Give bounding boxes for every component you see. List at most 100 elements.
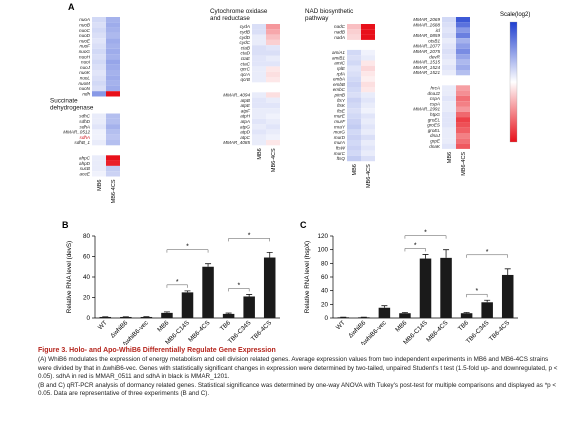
heatmap-cell bbox=[361, 129, 375, 135]
heatmap-cell bbox=[347, 87, 361, 93]
gene-label: embB bbox=[333, 82, 345, 87]
gene-label: pimB bbox=[334, 93, 345, 98]
bar bbox=[243, 296, 255, 318]
error-bar bbox=[463, 312, 470, 314]
gene-label: rplE bbox=[337, 66, 346, 71]
heatmap-cell bbox=[347, 150, 361, 156]
gene-label: dnaJ2 bbox=[427, 91, 440, 96]
heatmap-cell bbox=[347, 140, 361, 146]
gene-label: hrcA bbox=[431, 86, 440, 91]
gene-label: sdhC bbox=[79, 114, 90, 119]
heatmap-cell bbox=[266, 29, 280, 35]
heatmap-cell bbox=[266, 140, 280, 146]
column-label: MB6-4CS bbox=[461, 152, 467, 176]
heatmap-cell bbox=[106, 129, 120, 135]
heatmap-cell bbox=[442, 32, 456, 39]
significance-bracket bbox=[166, 249, 209, 253]
heatmap-cell bbox=[266, 124, 280, 130]
gene-label: embC bbox=[333, 87, 346, 92]
y-tick-label: 100 bbox=[317, 247, 328, 254]
gene-label: nuoJ bbox=[80, 65, 91, 70]
gene-label: MMAR_2688 bbox=[413, 23, 440, 28]
heatmap-cell bbox=[442, 48, 456, 55]
heatmap-cell bbox=[106, 59, 120, 65]
gene-label: groEL bbox=[428, 128, 441, 133]
heatmap-cell bbox=[361, 113, 375, 119]
y-axis-label: Relative RNA level (devS) bbox=[66, 241, 73, 313]
bar bbox=[202, 266, 214, 318]
gene-label: atpH bbox=[240, 114, 250, 119]
x-tick-label: MB6-4CS bbox=[425, 319, 449, 343]
x-tick-label: TB6-4CS bbox=[250, 319, 273, 342]
heatmap-cell bbox=[92, 32, 106, 39]
heatmap-cell bbox=[347, 108, 361, 114]
heatmap-cell bbox=[106, 165, 120, 172]
heatmap-cell bbox=[252, 24, 266, 30]
heatmap-cell bbox=[252, 140, 266, 146]
colorbar bbox=[509, 21, 518, 143]
heatmap-cell bbox=[266, 134, 280, 140]
y-tick-label: 20 bbox=[83, 295, 91, 302]
heatmap-cell bbox=[92, 27, 106, 33]
heatmap-cell bbox=[361, 92, 375, 98]
gene-label: ftsK bbox=[337, 103, 346, 108]
gene-label: qcrC bbox=[240, 67, 250, 72]
heatmap-cell bbox=[252, 66, 266, 72]
heatmap-cell bbox=[92, 80, 106, 86]
gene-label: nuoI bbox=[81, 60, 91, 65]
gene-label: nuoC bbox=[79, 28, 91, 33]
heatmap-cell bbox=[347, 97, 361, 103]
heatmap-cell bbox=[347, 55, 361, 61]
significance-bracket bbox=[404, 248, 426, 252]
bar bbox=[99, 316, 112, 318]
gene-label: sdhA bbox=[80, 135, 90, 140]
heatmap-cell bbox=[442, 101, 456, 107]
heatmap-cell bbox=[92, 43, 106, 49]
gene-label: nuoK bbox=[79, 70, 91, 75]
gene-label: nuoF bbox=[80, 44, 92, 49]
column-label: MB6 bbox=[352, 164, 358, 175]
gene-label: MMAR_0512 bbox=[63, 130, 90, 135]
gene-label: devR bbox=[429, 54, 440, 59]
column-label: MB6-4CS bbox=[366, 164, 372, 188]
heatmap-cell bbox=[92, 134, 106, 140]
heatmap-cell bbox=[92, 160, 106, 166]
y-tick-label: 40 bbox=[321, 288, 329, 295]
bar bbox=[161, 312, 173, 318]
heatmap-cell bbox=[456, 27, 470, 33]
x-tick-label: TB6-4CS bbox=[488, 319, 511, 342]
heatmap-cell bbox=[456, 143, 470, 149]
heatmap-cell bbox=[442, 17, 456, 23]
heatmap-cell bbox=[106, 171, 120, 177]
heatmap-cell bbox=[106, 22, 120, 28]
significance-bracket bbox=[466, 293, 488, 298]
heatmap-cell bbox=[442, 43, 456, 49]
heatmap-cell bbox=[456, 17, 470, 23]
gene-label: murF bbox=[334, 119, 346, 124]
column-label: MB6 bbox=[447, 152, 453, 163]
heatmap-cell bbox=[92, 129, 106, 135]
gene-label: nuoN bbox=[79, 86, 91, 91]
heatmap-cell bbox=[252, 134, 266, 140]
y-tick-label: 60 bbox=[83, 254, 91, 261]
significance-bracket bbox=[166, 284, 188, 288]
significance-bracket bbox=[404, 235, 447, 239]
gene-label: qcrA bbox=[241, 72, 250, 77]
heatmap-cell bbox=[361, 49, 375, 56]
significance-label: * bbox=[424, 230, 427, 237]
column-label: MB6-4CS bbox=[111, 179, 117, 203]
heatmap-cell bbox=[106, 70, 120, 76]
heatmap-cell bbox=[442, 138, 456, 144]
column-label: MB6 bbox=[257, 148, 263, 159]
x-tick-label: TB6 bbox=[219, 319, 232, 332]
heatmap-cell bbox=[92, 38, 106, 44]
heatmap-cell bbox=[106, 75, 120, 81]
heatmap-cell bbox=[106, 118, 120, 125]
gene-label: nuoL bbox=[80, 76, 91, 81]
heatmap-cell bbox=[106, 113, 120, 119]
heatmap-cell bbox=[361, 150, 375, 156]
y-tick-label: 0 bbox=[86, 315, 90, 322]
bar bbox=[419, 258, 432, 318]
heatmap-cell bbox=[92, 165, 106, 172]
heatmap-cell bbox=[347, 102, 361, 109]
